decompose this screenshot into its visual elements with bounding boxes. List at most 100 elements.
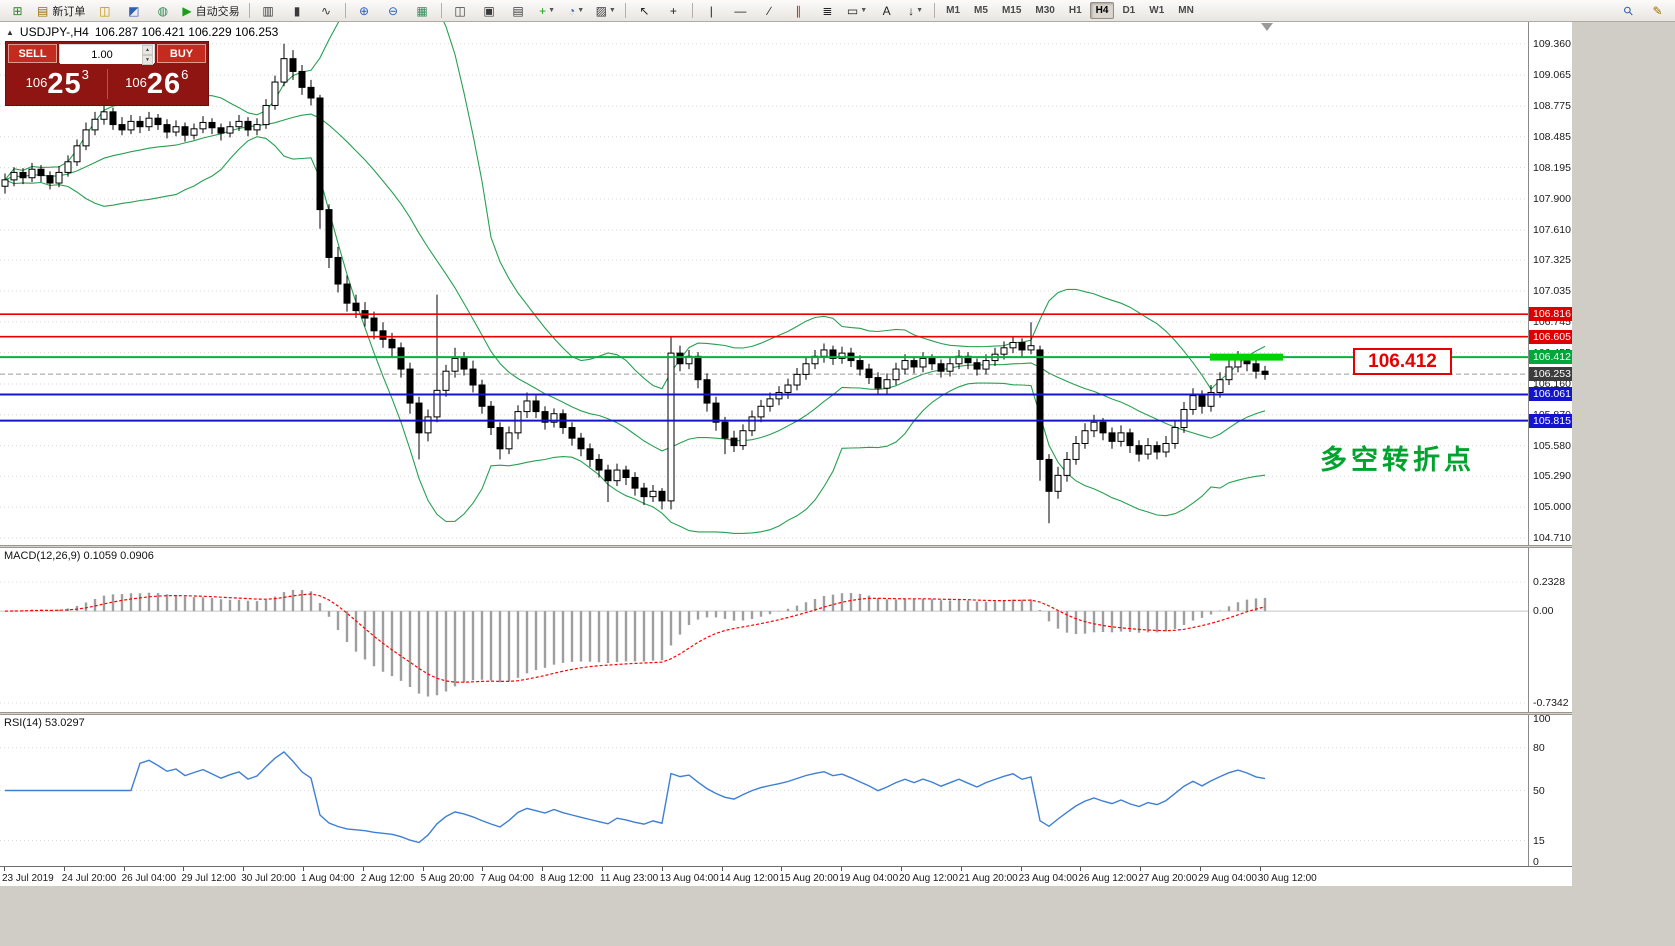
quick-edit-icon: ✎: [1652, 3, 1663, 18]
indicators-icon[interactable]: + ▼: [534, 0, 561, 21]
bid-sup: 3: [81, 67, 89, 82]
buy-button[interactable]: BUY: [157, 44, 206, 63]
quick-edit-icon[interactable]: ✎: [1644, 0, 1671, 21]
timeframe-m1[interactable]: M1: [946, 5, 961, 16]
time-axis[interactable]: 23 Jul 2019 24 Jul 20:00 26 Jul 04:00 29 Ju…: [0, 866, 1572, 887]
arrange-icon[interactable]: ▤: [505, 0, 532, 21]
time-axis-label: 8 Aug 12:00: [540, 873, 594, 884]
price-badge: 106.816: [1529, 307, 1573, 322]
time-tick: [542, 867, 544, 871]
time-axis-label: 29 Aug 04:00: [1198, 873, 1257, 884]
volume-field: ▲ ▼: [59, 44, 155, 65]
panel-splitter[interactable]: [0, 712, 1572, 715]
arrows-icon[interactable]: ↓ ▼: [902, 0, 929, 21]
charts-profile-icon[interactable]: ◫: [91, 0, 118, 21]
time-tick: [602, 867, 603, 871]
vertical-line-icon[interactable]: |: [698, 0, 725, 21]
chevron-down-icon: ▼: [548, 7, 556, 14]
search-icon: ⚲: [1620, 2, 1637, 19]
panel-splitter[interactable]: [0, 545, 1572, 548]
turning-point-note[interactable]: 多空转折点: [1320, 445, 1475, 475]
time-tick: [422, 867, 424, 871]
price-alert-label[interactable]: 106.412: [1353, 348, 1452, 375]
price-axis-label: 108.195: [1533, 161, 1571, 174]
ask-sup: 6: [181, 67, 189, 82]
timeframe-d1[interactable]: D1: [1122, 5, 1136, 16]
time-axis-label: 14 Aug 12:00: [719, 873, 779, 884]
arrange-icon: ▤: [512, 3, 524, 18]
search-icon[interactable]: ⚲: [1615, 0, 1642, 21]
chevron-down-icon: ▼: [577, 7, 585, 14]
horizontal-line-icon[interactable]: —: [727, 0, 754, 21]
price-axis-label: 108.775: [1533, 99, 1571, 112]
timeframe-m15[interactable]: M15: [1001, 5, 1022, 16]
bar-chart-icon[interactable]: ▥: [255, 0, 282, 21]
timeframe-m30[interactable]: M30: [1035, 5, 1055, 16]
price-axis-label: 107.325: [1533, 254, 1571, 267]
toolbar-separator: [691, 3, 693, 18]
cascade-windows-icon: ▣: [483, 3, 495, 18]
auto-arrange-icon: ▦: [416, 3, 428, 18]
bid-price[interactable]: 106253: [8, 67, 107, 101]
ohlc-label: 106.287 106.421 106.229 106.253: [94, 25, 279, 39]
ask-big: 26: [146, 68, 182, 100]
zoom-out-icon[interactable]: ⊖: [380, 0, 407, 21]
new-order-button[interactable]: ▤ 新订单: [33, 0, 89, 21]
crosshair-icon[interactable]: +: [660, 0, 687, 21]
one-click-collapse-icon[interactable]: ▲: [6, 27, 14, 37]
timeframe-w1[interactable]: W1: [1149, 5, 1165, 16]
macd-panel: 0.2328 0.00 -0.7342 MACD(12,26,9) 0.1059 0…: [0, 548, 1573, 712]
fibonacci-icon[interactable]: ≣: [814, 0, 841, 21]
periods-icon[interactable]: ◔ ▼: [563, 0, 590, 21]
trendline-icon[interactable]: ∕: [756, 0, 783, 21]
time-axis-label: 23 Jul 2019: [2, 873, 54, 884]
candlestick-chart-icon[interactable]: ▮: [284, 0, 311, 21]
timeframe-mn[interactable]: MN: [1178, 5, 1194, 16]
rsi-axis[interactable]: 100 80 50 15 0: [1528, 713, 1573, 868]
sell-button[interactable]: SELL: [8, 44, 57, 63]
ask-price[interactable]: 106266: [108, 67, 207, 101]
line-chart-icon: ∿: [321, 3, 332, 18]
tile-windows-icon[interactable]: ◫: [447, 0, 474, 21]
text-label-icon[interactable]: A: [873, 0, 900, 21]
shapes-icon[interactable]: ▭ ▼: [843, 0, 871, 21]
volume-input[interactable]: [60, 46, 154, 64]
zoom-out-icon: ⊖: [388, 3, 399, 18]
price-axis-label: 105.580: [1533, 439, 1571, 452]
price-axis[interactable]: 109.360 109.065 108.775 108.485 108.195 107.9…: [1528, 22, 1573, 545]
market-watch-icon[interactable]: ◩: [120, 0, 147, 21]
new-chart-icon[interactable]: ⊞: [4, 0, 31, 21]
volume-decrease-button[interactable]: ▼: [142, 55, 153, 65]
templates-icon[interactable]: ▨ ▼: [592, 0, 620, 21]
periods-icon: ◔: [567, 3, 576, 18]
macd-canvas[interactable]: [0, 548, 1528, 712]
price-badge: 106.605: [1529, 329, 1573, 344]
macd-axis-label: -0.7342: [1533, 696, 1569, 709]
time-axis-label: 19 Aug 04:00: [839, 873, 899, 884]
volume-increase-button[interactable]: ▲: [142, 45, 153, 55]
timeframe-h1[interactable]: H1: [1068, 5, 1082, 16]
timeframe-m5[interactable]: M5: [974, 5, 988, 16]
line-chart-icon[interactable]: ∿: [313, 0, 340, 21]
autotrade-button[interactable]: ▶ 自动交易: [178, 0, 243, 21]
time-axis-label: 13 Aug 04:00: [659, 873, 719, 884]
chart-title: ▲ USDJPY-,H4 106.287 106.421 106.229 106…: [6, 25, 278, 39]
navigator-icon[interactable]: ◍: [149, 0, 176, 21]
cursor-icon[interactable]: ↖: [631, 0, 658, 21]
time-tick: [362, 867, 364, 871]
new-order-button-label: 新订单: [52, 5, 86, 18]
time-tick: [781, 867, 783, 871]
cascade-windows-icon[interactable]: ▣: [476, 0, 503, 21]
zoom-in-icon[interactable]: ⊕: [351, 0, 378, 21]
auto-arrange-icon[interactable]: ▦: [409, 0, 436, 21]
rsi-axis-label: 100: [1533, 713, 1551, 725]
time-tick: [4, 867, 5, 871]
market-watch-icon: ◩: [128, 3, 140, 18]
rsi-canvas[interactable]: [0, 715, 1528, 866]
time-axis-label: 30 Aug 12:00: [1257, 873, 1317, 884]
channel-icon[interactable]: ∥: [785, 0, 812, 21]
timeframe-h4[interactable]: H4: [1089, 2, 1115, 19]
main-chart-canvas[interactable]: [0, 22, 1528, 545]
macd-axis[interactable]: 0.2328 0.00 -0.7342: [1528, 548, 1573, 712]
time-tick: [1020, 867, 1022, 871]
